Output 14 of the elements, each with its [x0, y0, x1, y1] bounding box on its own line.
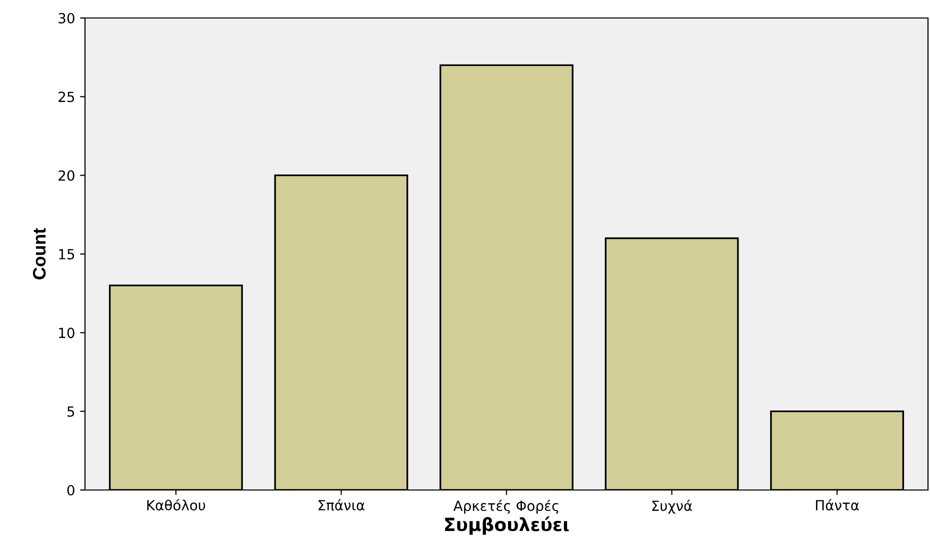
x-tick-label: Καθόλου	[147, 499, 206, 510]
x-axis-title: Συμβουλεύει	[445, 516, 569, 535]
x-tick-label: Αρκετές Φορές	[453, 500, 558, 514]
x-tick-label: Συχνά	[652, 500, 692, 514]
x-tick-label: Σπάνια	[318, 499, 364, 511]
y-tick-label: 15	[59, 249, 74, 260]
y-tick-label: 20	[58, 170, 74, 181]
y-tick-label: 10	[59, 328, 74, 338]
y-tick-label: 0	[67, 484, 74, 496]
y-tick-label: 5	[68, 406, 74, 417]
y-tick-label: 30	[58, 12, 74, 24]
y-axis-title: Count	[32, 228, 46, 280]
y-tick-label: 25	[58, 92, 74, 102]
x-tick-label: Πάντα	[816, 499, 859, 510]
